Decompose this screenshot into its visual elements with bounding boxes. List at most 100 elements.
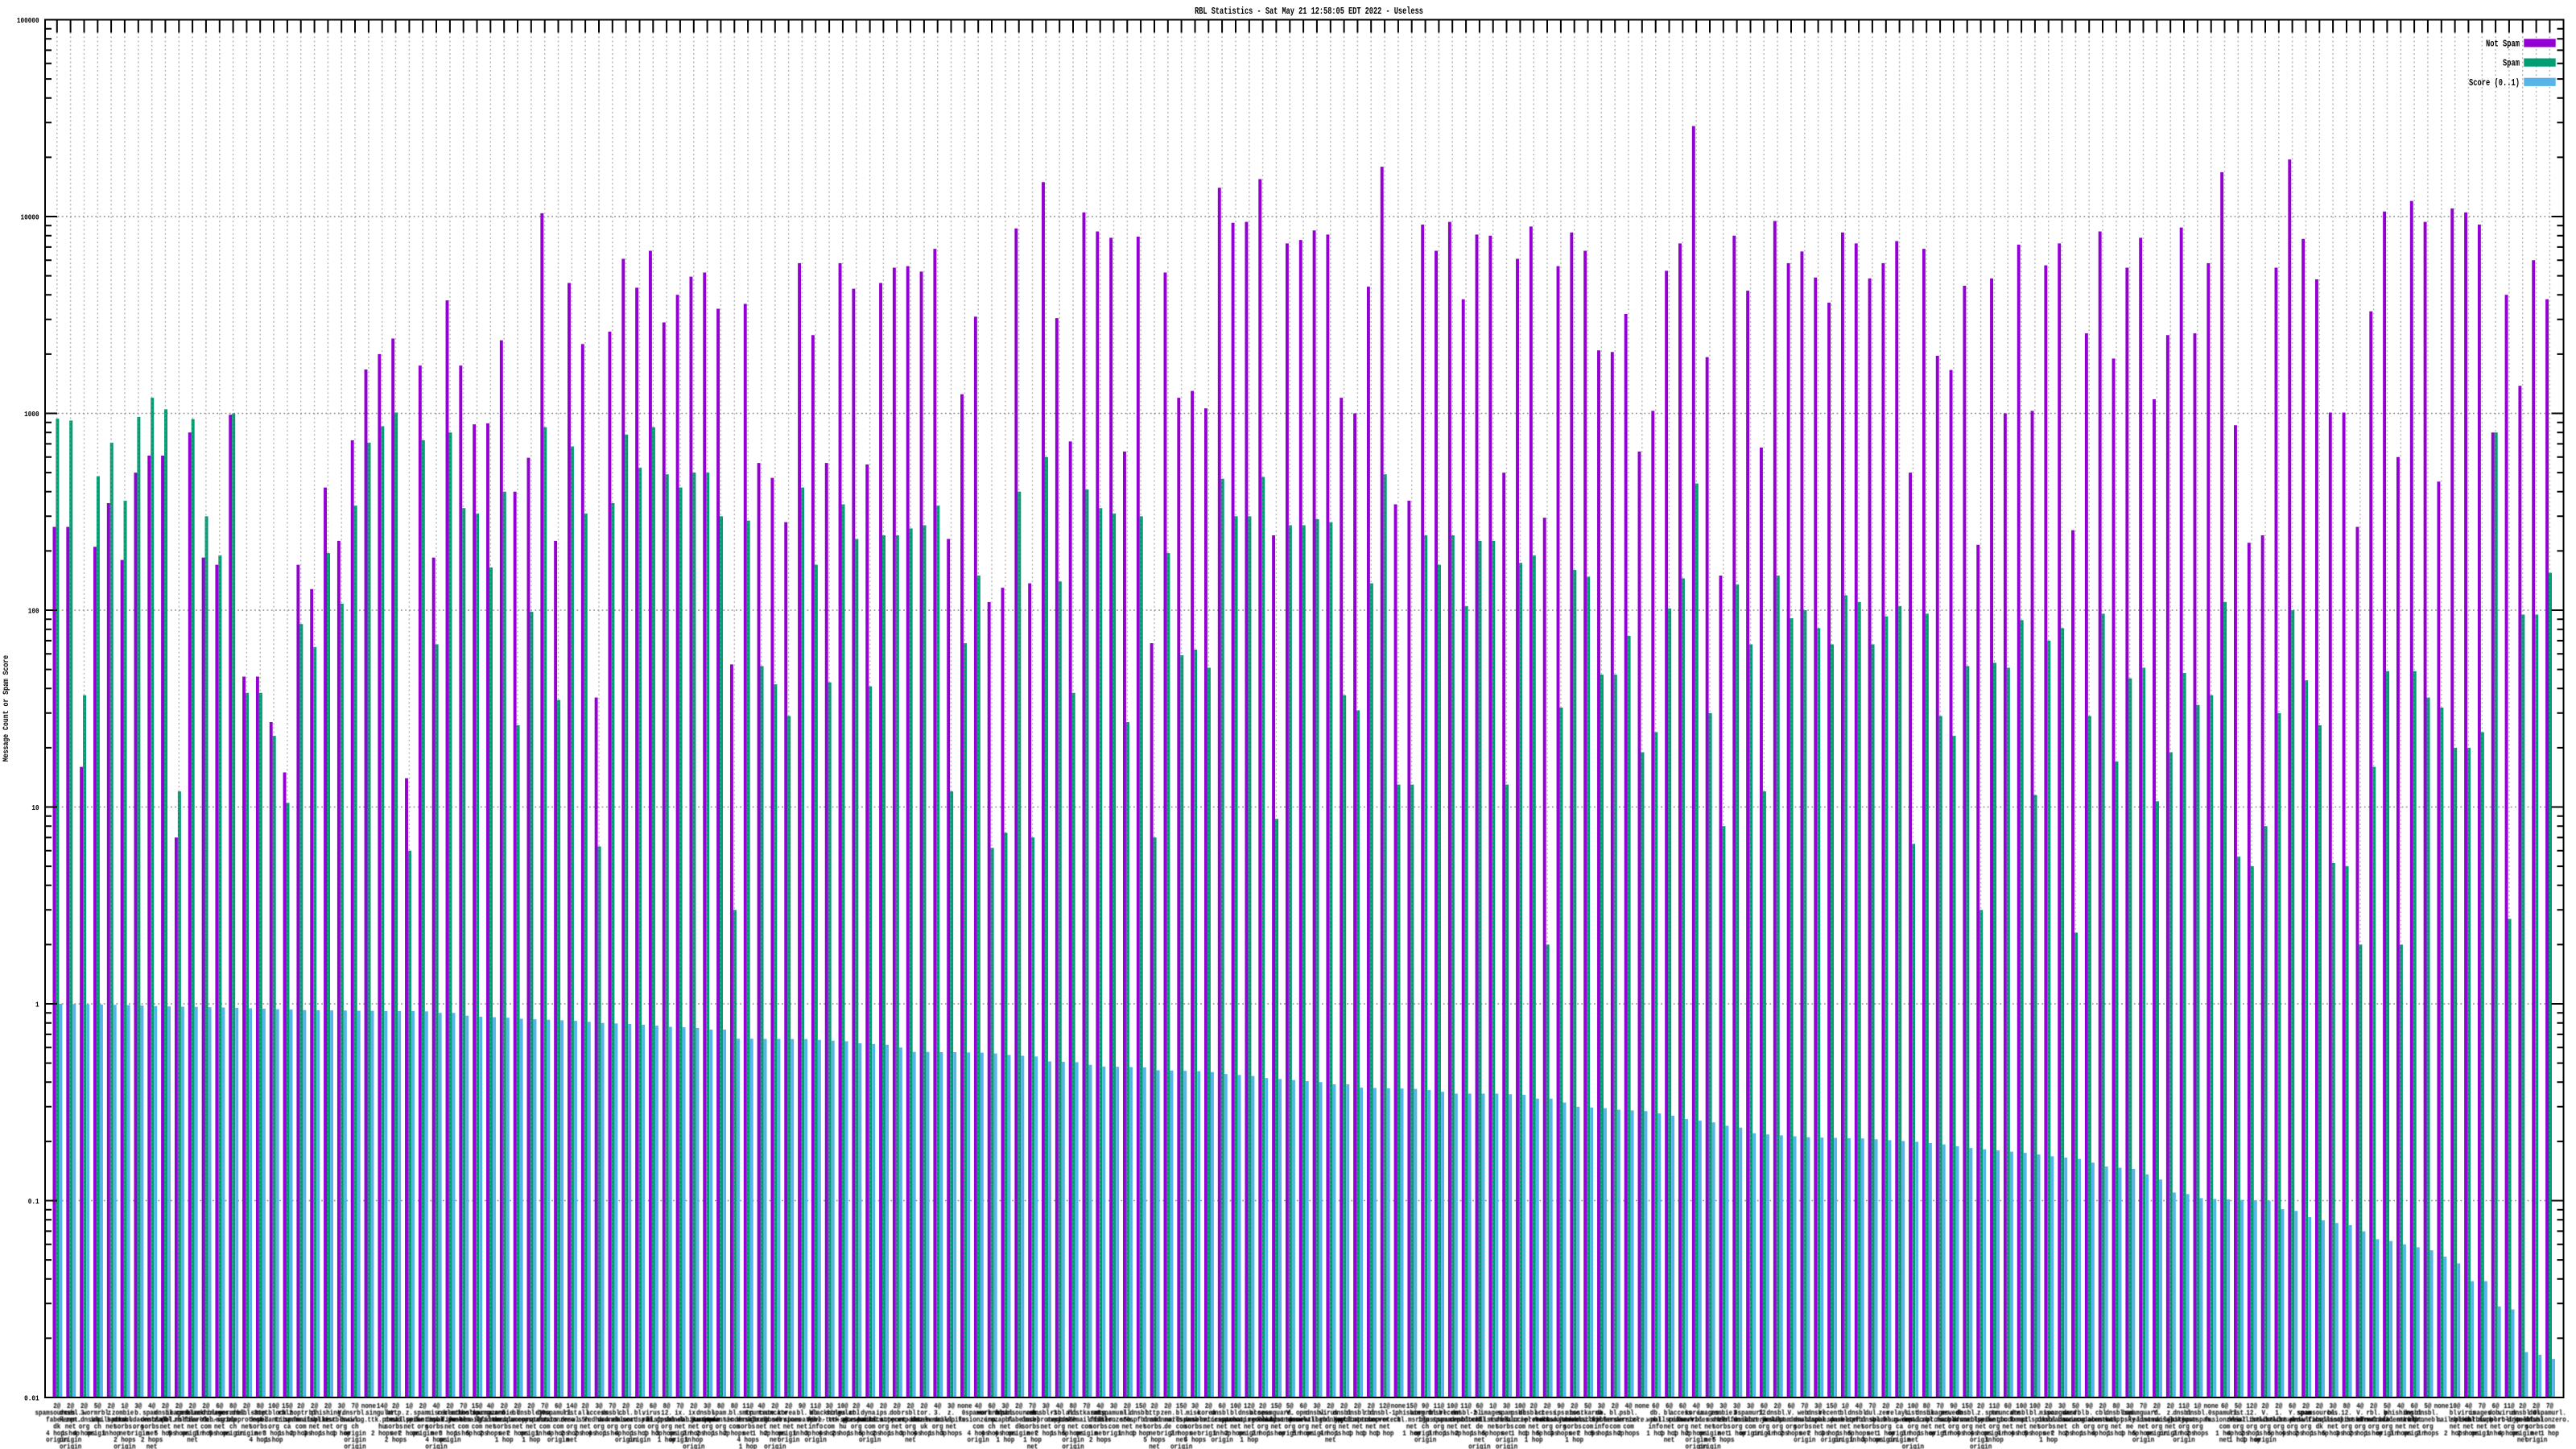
svg-text:2 hops: 2 hops — [561, 1430, 583, 1438]
svg-text:2@: 2@ — [324, 1402, 332, 1410]
svg-text:imp.: imp. — [985, 1416, 999, 1424]
svg-text:dnsbl.: dnsbl. — [2403, 1410, 2425, 1418]
svg-text:spam.dnsbl.: spam.dnsbl. — [430, 1416, 470, 1424]
svg-text:1@: 1@ — [2194, 1402, 2202, 1410]
svg-text:2@: 2@ — [446, 1402, 454, 1410]
svg-text:3@: 3@ — [1733, 1402, 1741, 1410]
svg-text:net: net — [1365, 1422, 1377, 1430]
svg-text:2@: 2@ — [501, 1402, 509, 1410]
svg-text:10: 10 — [31, 803, 39, 812]
svg-text:barracudacentral.: barracudacentral. — [2058, 1416, 2120, 1424]
svg-text:8@: 8@ — [229, 1402, 237, 1410]
svg-text:opm.: opm. — [1296, 1410, 1311, 1418]
svg-text:org: org — [716, 1422, 727, 1430]
svg-text:wormrbl.: wormrbl. — [83, 1410, 112, 1418]
svg-text:imp.: imp. — [1418, 1416, 1433, 1424]
svg-text:5 hops: 5 hops — [859, 1430, 881, 1438]
svg-text:6@: 6@ — [1666, 1402, 1674, 1410]
svg-text:net: net — [323, 1422, 334, 1430]
svg-text:cbl.: cbl. — [619, 1410, 634, 1418]
svg-text:2@: 2@ — [189, 1402, 197, 1410]
svg-text:dnsbl.: dnsbl. — [2525, 1416, 2547, 1424]
svg-text:net: net — [2165, 1422, 2176, 1430]
svg-text:korea.: korea. — [1686, 1410, 1707, 1418]
svg-text:Message Count or Spam Score: Message Count or Spam Score — [2, 655, 11, 762]
svg-text:origin: origin — [1794, 1436, 1815, 1444]
svg-text:dnsbl-3.: dnsbl-3. — [1031, 1410, 1060, 1418]
svg-text:net: net — [65, 1422, 76, 1430]
svg-text:org: org — [2178, 1422, 2190, 1430]
svg-text:smtp.: smtp. — [1091, 1410, 1109, 1418]
svg-text:list.: list. — [563, 1410, 581, 1418]
svg-text:s5h.: s5h. — [1120, 1416, 1134, 1424]
svg-text:spamsources.: spamsources. — [997, 1410, 1041, 1418]
svg-text:net: net — [770, 1422, 781, 1430]
svg-text:psky.: psky. — [2120, 1416, 2139, 1424]
svg-text:spam.dnsbl.: spam.dnsbl. — [1432, 1416, 1472, 1424]
svg-text:origin: origin — [60, 1443, 81, 1449]
svg-text:3 hops: 3 hops — [940, 1430, 962, 1438]
svg-text:net: net — [1704, 1436, 1715, 1444]
svg-text:15@: 15@ — [472, 1402, 483, 1410]
svg-text:V.: V. — [1286, 1410, 1294, 1418]
svg-text:rsbl.: rsbl. — [902, 1410, 920, 1418]
svg-text:origin: origin — [1103, 1430, 1125, 1438]
svg-text:RBL Statistics - Sat May 21 12: RBL Statistics - Sat May 21 12:58:05 EDT… — [1195, 6, 1423, 17]
svg-text:org: org — [1285, 1422, 1296, 1430]
svg-text:6@: 6@ — [1300, 1402, 1308, 1410]
svg-text:org: org — [1989, 1422, 2000, 1430]
svg-text:1 hop: 1 hop — [279, 1430, 297, 1438]
svg-text:junkemailfilter.: junkemailfilter. — [448, 1416, 506, 1424]
svg-text:7@: 7@ — [351, 1402, 359, 1410]
svg-text:net: net — [119, 1430, 130, 1438]
svg-text:3 hops: 3 hops — [655, 1430, 677, 1438]
svg-text:3.: 3. — [80, 1410, 88, 1418]
svg-text:net: net — [1827, 1422, 1838, 1430]
svg-text:dnsbl.: dnsbl. — [141, 1416, 163, 1424]
svg-text:spamhaus.: spamhaus. — [1869, 1416, 1902, 1424]
svg-text:2@: 2@ — [785, 1402, 793, 1410]
svg-text:junkemailfilter.: junkemailfilter. — [1057, 1416, 1116, 1424]
svg-text:surriel.: surriel. — [1505, 1416, 1534, 1424]
svg-text:1 hop: 1 hop — [2120, 1430, 2139, 1438]
svg-text:zen.dnswl.: zen.dnswl. — [66, 1416, 103, 1424]
svg-text:rbl.msrbl.: rbl.msrbl. — [1393, 1416, 1430, 1424]
svg-text:spamsources.: spamsources. — [35, 1410, 80, 1418]
svg-text:origin: origin — [1157, 1430, 1179, 1438]
svg-text:1 hop: 1 hop — [1985, 1436, 2004, 1444]
svg-text:1@: 1@ — [121, 1402, 129, 1410]
svg-text:5 hops: 5 hops — [208, 1430, 230, 1438]
svg-text:6@: 6@ — [650, 1402, 658, 1410]
svg-text:info: info — [1594, 1422, 1608, 1430]
svg-text:12@: 12@ — [2246, 1402, 2257, 1410]
svg-text:dnsbl-3.: dnsbl-3. — [517, 1410, 546, 1418]
svg-text:wpbl.: wpbl. — [1646, 1416, 1665, 1424]
svg-text:net: net — [1690, 1422, 1702, 1430]
svg-text:com: com — [1176, 1422, 1187, 1430]
svg-text:rbl.msrbl.: rbl.msrbl. — [2450, 1416, 2487, 1424]
svg-text:gbudb.: gbudb. — [1997, 1416, 2019, 1424]
svg-text:rbl.msrbl.: rbl.msrbl. — [1922, 1416, 1959, 1424]
svg-text:dnsbl.: dnsbl. — [1238, 1410, 1260, 1418]
svg-text:10000: 10000 — [21, 213, 39, 221]
svg-text:2 hops: 2 hops — [696, 1430, 718, 1438]
svg-text:10@: 10@ — [1515, 1402, 1526, 1410]
svg-text:net: net — [580, 1422, 591, 1430]
svg-text:origin: origin — [2376, 1430, 2398, 1438]
svg-text:spameater.: spameater. — [784, 1416, 821, 1424]
svg-text:list.dnswl.: list.dnswl. — [2326, 1416, 2367, 1424]
svg-text:truncate.: truncate. — [1992, 1410, 2025, 1418]
svg-text:pedantic.: pedantic. — [258, 1416, 291, 1424]
svg-text:origin: origin — [2132, 1436, 2154, 1444]
svg-text:org: org — [878, 1422, 890, 1430]
svg-text:dnsrbl.: dnsrbl. — [2063, 1410, 2089, 1418]
svg-text:org: org — [648, 1422, 659, 1430]
svg-text:2@: 2@ — [1354, 1402, 1362, 1410]
svg-text:images.: images. — [1927, 1410, 1953, 1418]
svg-text:redhawk.: redhawk. — [1248, 1416, 1277, 1424]
svg-text:9@: 9@ — [799, 1402, 807, 1410]
svg-text:origin: origin — [2512, 1430, 2533, 1438]
svg-text:origin: origin — [1929, 1430, 1951, 1438]
svg-text:2 hops: 2 hops — [385, 1436, 407, 1444]
svg-text:de: de — [1476, 1422, 1483, 1430]
